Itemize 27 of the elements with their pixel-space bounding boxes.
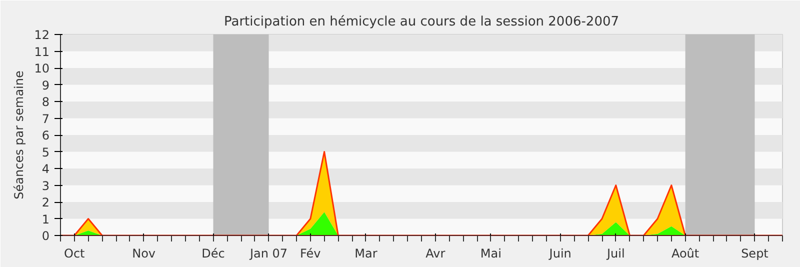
y-tick-label: 8 xyxy=(42,95,50,109)
y-tick-label: 12 xyxy=(34,28,50,42)
x-tick-label: Fév xyxy=(300,246,321,260)
y-tick-label: 4 xyxy=(42,162,50,176)
y-tick-label: 7 xyxy=(42,112,50,126)
y-tick-label: 10 xyxy=(34,62,50,76)
y-tick-label: 9 xyxy=(42,78,50,92)
x-tick-label: Nov xyxy=(132,246,156,260)
chart-title: Participation en hémicycle au cours de la session 2006-2007 xyxy=(224,14,620,30)
x-tick-label: Août xyxy=(671,246,700,260)
x-tick-label: Juin xyxy=(548,246,572,260)
y-tick-label: 2 xyxy=(42,196,50,210)
y-tick-label: 6 xyxy=(42,128,50,142)
y-tick-label: 0 xyxy=(42,229,50,243)
x-tick-label: Juil xyxy=(606,246,625,260)
x-tick-label: Mar xyxy=(354,246,378,260)
y-tick-label: 5 xyxy=(42,145,50,160)
x-tick-label: Oct xyxy=(64,246,86,260)
x-tick-label: Avr xyxy=(426,246,446,260)
x-tick-label: Sept xyxy=(741,246,769,260)
y-tick-label: 1 xyxy=(42,212,50,226)
y-tick-label: 11 xyxy=(34,44,50,59)
y-tick-label: 3 xyxy=(42,178,50,193)
y-axis-title: Séances par semaine xyxy=(12,70,26,200)
x-tick-label: Mai xyxy=(480,246,502,260)
x-tick-label: Jan 07 xyxy=(248,246,288,260)
x-tick-label: Déc xyxy=(202,246,225,260)
